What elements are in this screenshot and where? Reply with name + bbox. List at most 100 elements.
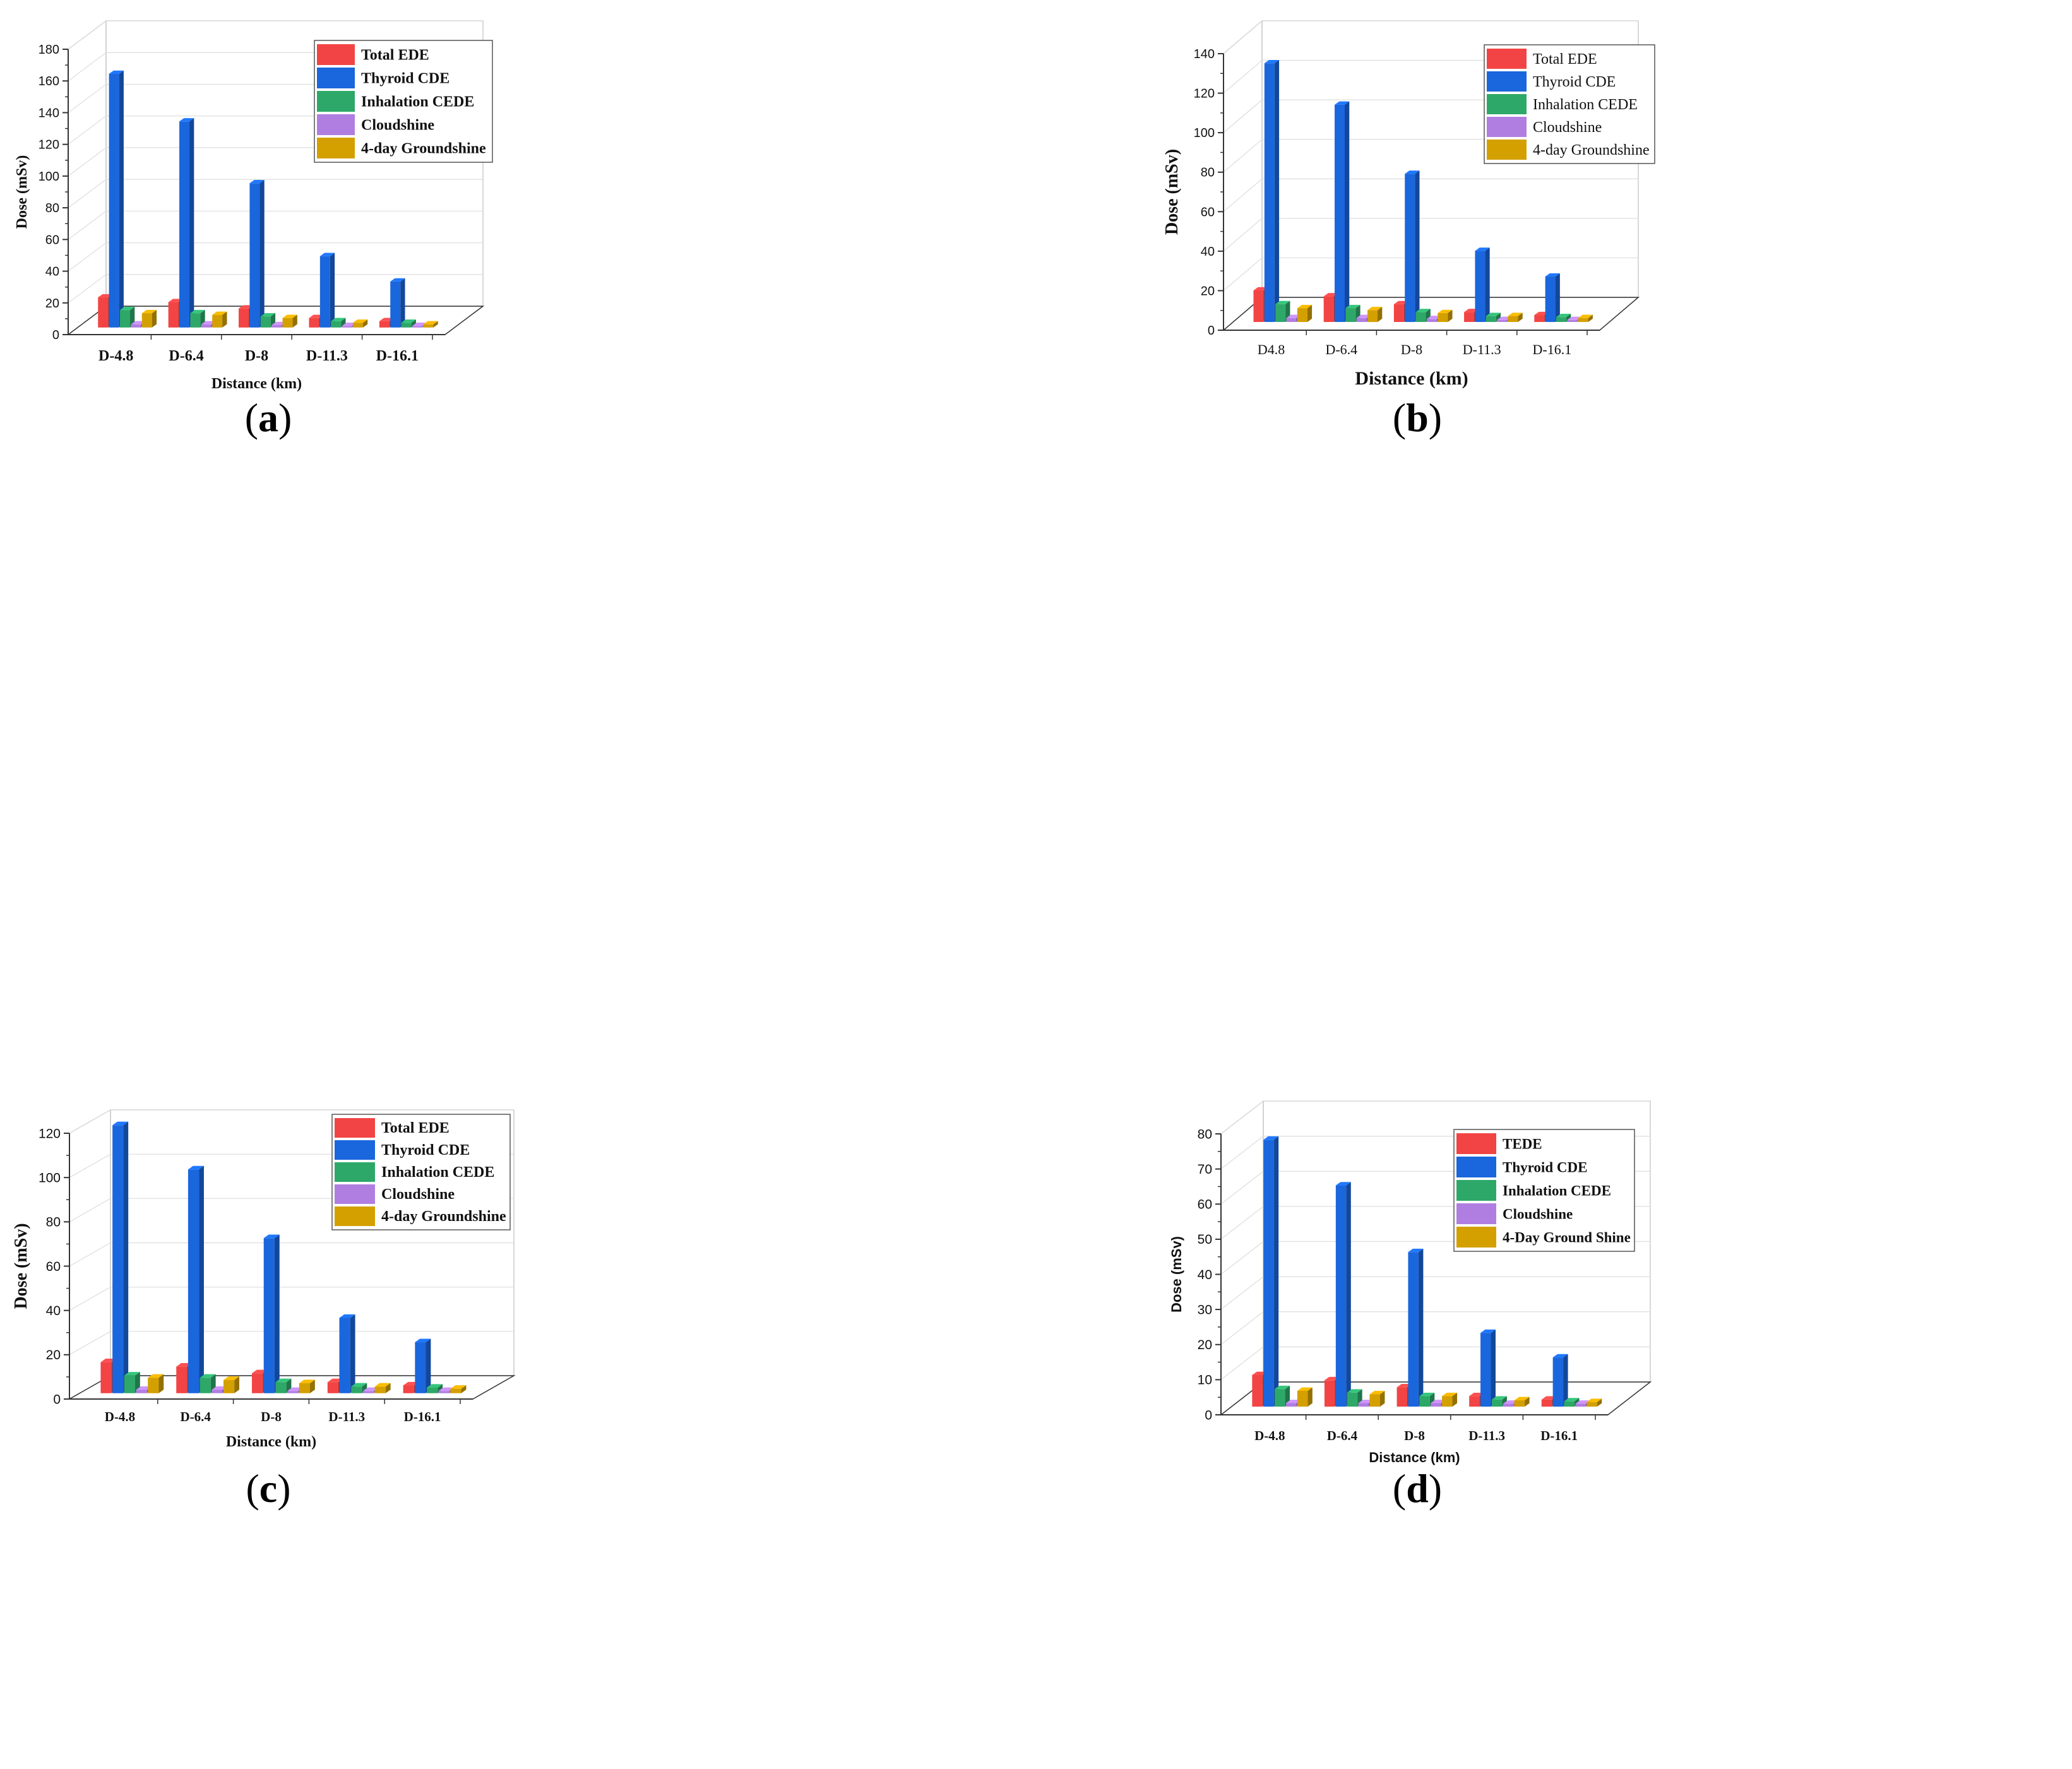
gridline-side: [69, 1331, 111, 1355]
bar-front: [1324, 1380, 1335, 1407]
bar-4-day-ground-shine-d-16-1: [1587, 1398, 1602, 1407]
y-axis-title: Dose (mSv): [1162, 149, 1182, 235]
x-tick-label: D-8: [261, 1409, 282, 1424]
legend-label: Cloudshine: [361, 117, 434, 134]
bar-front: [252, 1373, 263, 1393]
y-tick-label: 0: [52, 328, 59, 342]
bar-front: [1587, 1402, 1597, 1407]
bar-front: [1431, 1403, 1441, 1407]
bar-front: [1469, 1396, 1480, 1407]
bar-front: [299, 1383, 310, 1393]
bar-front: [390, 281, 401, 328]
bar-front: [239, 308, 249, 328]
gridline-side: [68, 147, 107, 177]
bar-thyroid-cde-d-4-8: [109, 70, 124, 328]
x-tick-label: D-4.8: [98, 348, 133, 364]
x-tick-label: D4.8: [1258, 342, 1285, 357]
bar-front: [1275, 1389, 1285, 1407]
gridline-side: [1220, 1136, 1264, 1170]
bar-front: [1508, 316, 1518, 322]
legend-item-thyroid-cde: Thyroid CDE: [335, 1140, 470, 1160]
y-tick-label: 30: [1198, 1302, 1212, 1317]
bar-thyroid-cde-d-6-4: [1335, 101, 1350, 322]
x-tick-label: D-4.8: [105, 1409, 135, 1424]
x-axis-title: Distance (km): [226, 1434, 316, 1450]
gridline-side: [1220, 1206, 1264, 1240]
bar-4-day-groundshine-d-8: [282, 314, 297, 328]
bar-side: [119, 70, 124, 328]
bar-side: [292, 314, 297, 328]
bar-front: [374, 1386, 386, 1393]
bar-thyroid-cde-d-11-3: [1480, 1329, 1496, 1407]
bar-side: [1344, 101, 1350, 322]
bar-front: [1275, 304, 1286, 322]
bar-front: [136, 1390, 147, 1393]
bar-top: [282, 314, 297, 318]
legend-swatch: [1456, 1203, 1496, 1224]
bar-front: [100, 1362, 112, 1393]
bar-thyroid-cde-d-8: [263, 1234, 280, 1393]
bar-inhalation-cede-d-8: [275, 1378, 292, 1393]
panel-caption: (d): [1393, 1466, 1442, 1511]
bar-front: [1415, 312, 1426, 322]
bar-top: [1442, 1392, 1458, 1397]
y-tick-label: 0: [53, 1392, 61, 1407]
bar-side: [385, 1383, 391, 1393]
bar-inhalation-cede-d-11-3: [351, 1383, 367, 1393]
bar-thyroid-cde-d-6-4: [1335, 1182, 1351, 1407]
bar-thyroid-cde-d-8: [1405, 170, 1420, 322]
bar-front: [1486, 316, 1496, 322]
panel-d: 0 10 20 30 40 50 60 70 80 D-4.8 D-6.4 D-8 D-11.3 D-16…: [1036, 884, 2072, 1769]
y-tick-label: 70: [1198, 1162, 1212, 1177]
bar-side: [199, 1165, 204, 1393]
bar-front: [282, 318, 293, 328]
bar-4-day-groundshine-d-6-4: [212, 311, 227, 328]
bar-side: [341, 318, 346, 328]
legend-swatch: [1487, 94, 1527, 114]
legend-label: Total EDE: [1533, 51, 1597, 68]
y-tick-label: 140: [39, 106, 59, 120]
legend-label: 4-day Groundshine: [361, 141, 486, 157]
y-axis-title: Dose (mSv): [14, 155, 30, 229]
bar-thyroid-cde-d4-8: [1264, 59, 1280, 323]
chart-a: 0 20 40 60 80 100 120 140 160 180 D-4.8 D-6.4 D-8 D-1…: [14, 20, 493, 440]
bar-4-day-groundshine-d-4-8: [141, 309, 157, 328]
panel-caption: (b): [1393, 395, 1442, 440]
caption-open-paren: (: [245, 395, 258, 440]
y-tick-label: 140: [1194, 47, 1215, 61]
gridline-side: [1223, 60, 1263, 94]
bar-front: [176, 1366, 188, 1393]
legend-label: 4-Day Ground Shine: [1503, 1230, 1631, 1246]
bar-front: [287, 1391, 299, 1393]
bar-4-day-groundshine-d-16-1: [1578, 314, 1593, 322]
legend-swatch: [335, 1184, 375, 1204]
bar-front: [1323, 296, 1334, 322]
caption-close-paren: ): [1429, 1466, 1442, 1511]
bar-front: [120, 310, 130, 328]
legend-item-tede: TEDE: [1456, 1133, 1542, 1154]
bar-4-day-ground-shine-d-8: [1442, 1392, 1458, 1407]
y-tick-label: 20: [1198, 1338, 1212, 1352]
gridline-side: [68, 20, 107, 50]
bar-top: [339, 1314, 355, 1318]
bar-side: [1415, 170, 1420, 322]
y-tick-label: 20: [1201, 284, 1215, 298]
bar-front: [1419, 1396, 1430, 1407]
legend-item-4-day-groundshine: 4-day Groundshine: [1487, 140, 1650, 160]
bar-top: [249, 180, 265, 184]
bar-front: [1396, 1387, 1408, 1407]
bar-side: [1491, 1329, 1496, 1407]
legend-label: Total EDE: [361, 47, 429, 64]
bar-front: [260, 316, 271, 328]
y-tick-label: 60: [46, 1260, 61, 1274]
legend-item-total-ede: Total EDE: [335, 1118, 450, 1138]
bar-front: [263, 1238, 275, 1393]
y-tick-label: 180: [39, 43, 59, 57]
bar-front: [1564, 1401, 1575, 1407]
bar-side: [1448, 309, 1453, 322]
caption-close-paren: ): [1429, 395, 1442, 440]
bar-front: [98, 297, 109, 328]
bar-inhalation-cede-d-6-4: [1347, 1389, 1362, 1407]
bar-thyroid-cde-d-4-8: [112, 1121, 129, 1393]
chart-c: 0 20 40 60 80 100 120 D-4.8 D-6.4 D-8 D-11.3 D-16.1…: [11, 1109, 516, 1511]
